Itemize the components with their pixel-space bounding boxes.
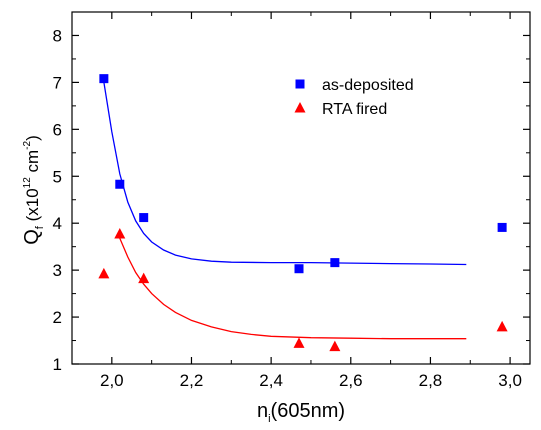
axis-tick-labels: 2,0 2,2 2,4 2,6 2,8 3,0 1 2 3 4 5 6 7 8 [53, 26, 522, 390]
x-tick-label: 2,8 [419, 371, 443, 390]
data-points [98, 74, 508, 352]
y-tick-label: 6 [53, 120, 62, 139]
x-tick-label: 2,2 [180, 371, 204, 390]
y-axis-title-main: Q [21, 229, 43, 245]
x-axis-title-rest: (605nm) [271, 400, 345, 422]
data-point-rta-fired [114, 227, 126, 239]
y-tick-label: 3 [53, 261, 62, 280]
legend-marker-rta-fired [294, 102, 306, 113]
x-tick-label: 2,0 [100, 371, 124, 390]
y-tick-label: 2 [53, 308, 62, 327]
y-axis-title-sup1: 12 [22, 177, 33, 189]
data-point-rta-fired [329, 340, 341, 352]
y-axis-title-open: (x10 [23, 188, 42, 226]
data-point-as-deposited [330, 258, 340, 268]
y-tick-label: 1 [53, 355, 62, 374]
data-point-rta-fired [293, 337, 305, 348]
x-axis-title-main: n [257, 400, 268, 422]
y-tick-label: 5 [53, 167, 62, 186]
axis-ticks [72, 12, 530, 365]
data-point-rta-fired [138, 272, 150, 284]
data-point-rta-fired [98, 267, 110, 279]
legend-label-rta-fired: RTA fired [322, 101, 387, 118]
y-axis-title-mid: cm [23, 150, 42, 177]
legend: as-deposited RTA fired [294, 77, 414, 118]
data-point-as-deposited [115, 179, 125, 189]
x-axis-title: ni(605nm) [257, 400, 345, 425]
data-point-rta-fired [496, 320, 508, 332]
x-axis-title-subscript: i [268, 413, 270, 425]
y-tick-label: 7 [53, 73, 62, 92]
y-tick-label: 4 [53, 214, 62, 233]
legend-label-as-deposited: as-deposited [322, 77, 414, 94]
fit-curves [103, 82, 467, 340]
legend-marker-as-deposited [295, 79, 305, 89]
data-point-as-deposited [294, 264, 304, 274]
data-point-as-deposited [497, 222, 507, 232]
x-tick-label: 3,0 [498, 371, 522, 390]
data-point-as-deposited [99, 74, 109, 84]
y-tick-label: 8 [53, 26, 62, 45]
y-axis-title-sup2: -2 [22, 140, 33, 149]
data-point-as-deposited [139, 213, 149, 223]
y-axis-title-subscript: f [34, 225, 46, 229]
fit-curve-as-deposited [103, 82, 467, 266]
y-axis-title-close: ) [23, 135, 42, 141]
y-axis-title: Qf (x1012 cm-2) [21, 135, 46, 245]
x-tick-label: 2,6 [339, 371, 363, 390]
x-tick-label: 2,4 [259, 371, 283, 390]
plot-frame [71, 11, 531, 365]
